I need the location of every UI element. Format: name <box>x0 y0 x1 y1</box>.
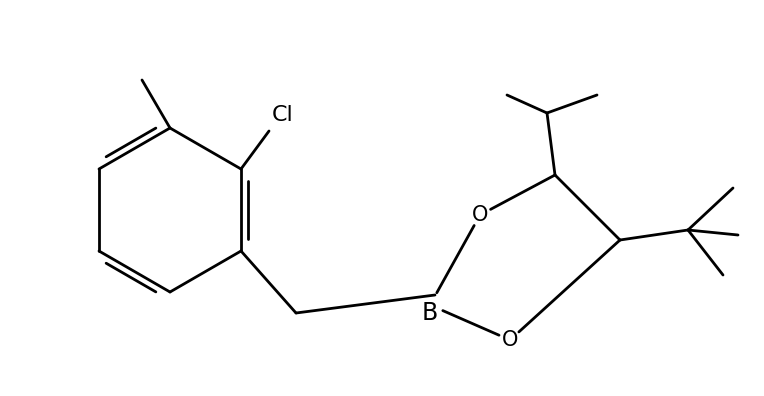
Text: Cl: Cl <box>272 105 294 125</box>
Text: B: B <box>422 301 438 325</box>
Text: O: O <box>472 205 488 225</box>
Text: O: O <box>502 330 518 350</box>
